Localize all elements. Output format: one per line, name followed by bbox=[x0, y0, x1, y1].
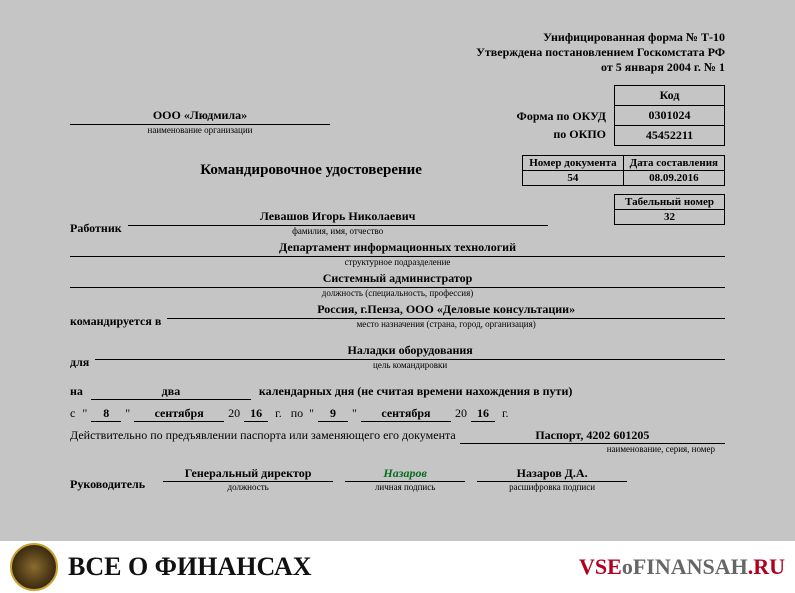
docdate-header: Дата составления bbox=[623, 156, 724, 171]
okpo-label: по ОКПО bbox=[517, 125, 606, 143]
sig-sign: Назаров bbox=[345, 466, 465, 482]
footer-url2: oFINANSAH bbox=[622, 554, 748, 579]
footer-url1: VSE bbox=[579, 554, 622, 579]
passport-label: Действительно по предъявлении паспорта и… bbox=[70, 428, 456, 443]
footer-url3: .RU bbox=[748, 554, 785, 579]
docnum-header: Номер документа bbox=[523, 156, 623, 171]
purpose-label: для bbox=[70, 355, 95, 370]
to-month: сентября bbox=[361, 406, 451, 422]
destination-sub: место назначения (страна, город, организ… bbox=[167, 319, 725, 329]
passport-row: Действительно по предъявлении паспорта и… bbox=[70, 428, 725, 444]
sig-decoded-sub: расшифровка подписи bbox=[477, 482, 627, 492]
footer-title: ВСЕ О ФИНАНСАХ bbox=[68, 552, 579, 582]
code-header: Код bbox=[615, 86, 725, 106]
employee-dept: Департамент информационных технологий bbox=[70, 240, 725, 257]
okud-value: 0301024 bbox=[615, 106, 725, 126]
employee-fio-sub: фамилия, имя, отчество bbox=[128, 226, 548, 236]
employee-position-sub: должность (специальность, профессия) bbox=[70, 288, 725, 298]
passport-value: Паспорт, 4202 601205 bbox=[460, 428, 725, 444]
docdate-value: 08.09.2016 bbox=[623, 171, 724, 186]
footer-url: VSEoFINANSAH.RU bbox=[579, 554, 785, 580]
destination-value: Россия, г.Пенза, ООО «Деловые консультац… bbox=[167, 302, 725, 319]
sig-label: Руководитель bbox=[70, 477, 151, 492]
docnum-value: 54 bbox=[523, 171, 623, 186]
org-sublabel: наименование организации bbox=[70, 125, 330, 135]
sig-decoded: Назаров Д.А. bbox=[477, 466, 627, 482]
dates-row: с " 8 " сентября 2016 г. по " 9 " сентяб… bbox=[70, 406, 725, 422]
from-year: 16 bbox=[244, 406, 268, 422]
signature-row: Руководитель Генеральный директор должно… bbox=[70, 466, 725, 492]
from-month: сентября bbox=[134, 406, 224, 422]
to-day: 9 bbox=[318, 406, 348, 422]
org-block: ООО «Людмила» наименование организации bbox=[70, 108, 330, 135]
sig-sign-sub: личная подпись bbox=[345, 482, 465, 492]
employee-fio: Левашов Игорь Николаевич bbox=[128, 209, 548, 226]
header-line2: Утверждена постановлением Госкомстата РФ bbox=[70, 45, 725, 60]
form-header: Унифицированная форма № Т-10 Утверждена … bbox=[70, 30, 725, 75]
tabnum-value: 32 bbox=[615, 210, 725, 225]
from-day: 8 bbox=[91, 406, 121, 422]
duration-prefix: на bbox=[70, 384, 83, 399]
header-line1: Унифицированная форма № Т-10 bbox=[70, 30, 725, 45]
okpo-value: 45452211 bbox=[615, 126, 725, 146]
duration-suffix: календарных дня (не считая времени нахож… bbox=[259, 384, 572, 399]
code-table: Код 0301024 45452211 bbox=[614, 85, 725, 146]
to-year: 16 bbox=[471, 406, 495, 422]
sig-position: Генеральный директор bbox=[163, 466, 333, 482]
purpose-sub: цель командировки bbox=[95, 360, 725, 370]
duration-days: два bbox=[91, 384, 251, 400]
employee-dept-sub: структурное подразделение bbox=[70, 257, 725, 267]
header-line3: от 5 января 2004 г. № 1 bbox=[70, 60, 725, 75]
employee-position: Системный администратор bbox=[70, 271, 725, 288]
footer: ВСЕ О ФИНАНСАХ VSEoFINANSAH.RU bbox=[0, 541, 795, 593]
purpose-value: Наладки оборудования bbox=[95, 343, 725, 360]
destination-label: командируется в bbox=[70, 314, 167, 329]
duration-row: на два календарных дня (не считая времен… bbox=[70, 384, 725, 400]
code-labels: Форма по ОКУД по ОКПО bbox=[517, 85, 614, 143]
doc-num-table: Номер документа Дата составления 54 08.0… bbox=[522, 155, 725, 186]
doc-title: Командировочное удостоверение bbox=[70, 162, 512, 179]
passport-sub: наименование, серия, номер bbox=[70, 444, 725, 454]
tabnum-header: Табельный номер bbox=[615, 195, 725, 210]
sig-position-sub: должность bbox=[163, 482, 333, 492]
tabnum-table: Табельный номер 32 bbox=[614, 194, 725, 225]
org-name: ООО «Людмила» bbox=[70, 108, 330, 125]
employee-label: Работник bbox=[70, 221, 128, 236]
footer-logo-icon bbox=[10, 543, 58, 591]
okud-label: Форма по ОКУД bbox=[517, 107, 606, 125]
